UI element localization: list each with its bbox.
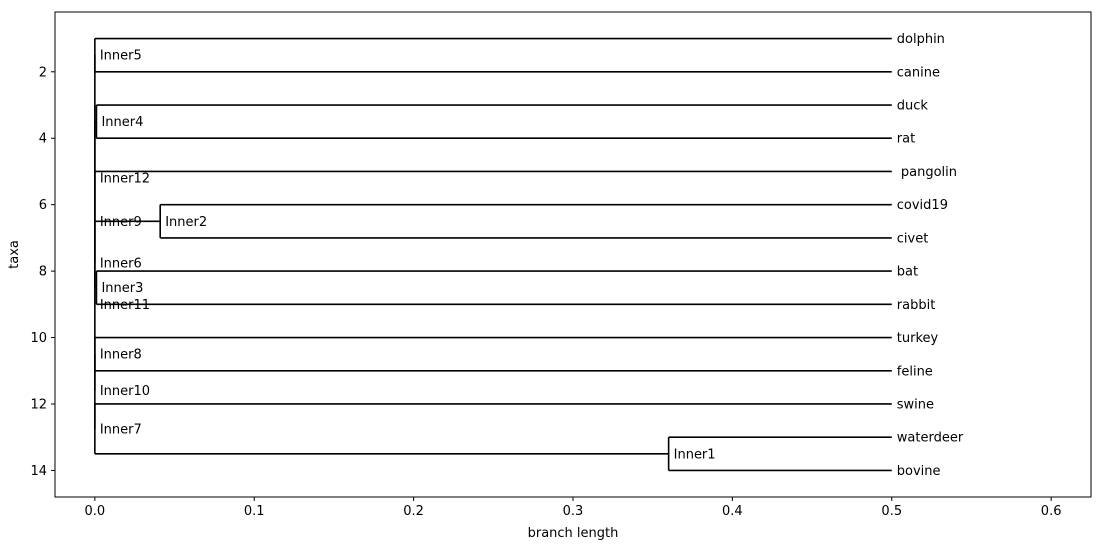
node-label-inner5: Inner5 — [100, 49, 142, 64]
node-label-inner7: Inner7 — [100, 422, 142, 437]
x-axis: 0.0 0.1 0.2 0.3 0.4 0.5 0.6 — [85, 497, 1062, 519]
node-labels: Inner5 Inner4 Inner2 Inner9 Inner3 Inner6 Inne… — [100, 49, 716, 463]
y-tick-label-0: 2 — [39, 65, 47, 80]
x-tick-label-3: 0.3 — [563, 504, 584, 519]
leaf-label-swine: swine — [897, 397, 934, 412]
branch-lines — [94, 37, 892, 472]
y-tick-label-2: 6 — [39, 198, 47, 213]
y-tick-label-3: 8 — [39, 265, 47, 280]
x-tick-label-0: 0.0 — [85, 504, 106, 519]
leaf-label-canine: canine — [897, 65, 940, 80]
node-label-inner12: Inner12 — [100, 172, 150, 187]
leaf-label-bovine: bovine — [897, 464, 941, 479]
leaf-label-feline: feline — [897, 364, 933, 379]
node-label-inner3: Inner3 — [101, 281, 143, 296]
x-tick-label-4: 0.4 — [722, 504, 743, 519]
y-tick-label-5: 12 — [30, 397, 47, 412]
x-tick-label-2: 0.2 — [403, 504, 424, 519]
node-label-inner11: Inner11 — [100, 298, 150, 313]
node-label-inner1: Inner1 — [674, 447, 716, 462]
leaf-label-rabbit: rabbit — [897, 298, 936, 313]
node-label-inner2: Inner2 — [165, 215, 207, 230]
node-label-inner8: Inner8 — [100, 348, 142, 363]
y-axis: 2 4 6 8 10 12 14 — [30, 65, 55, 479]
leaf-label-covid19: covid19 — [897, 198, 948, 213]
leaf-label-civet: civet — [897, 231, 929, 246]
leaf-label-bat: bat — [897, 265, 918, 280]
x-tick-label-1: 0.1 — [244, 504, 265, 519]
node-label-inner9: Inner9 — [100, 215, 142, 230]
x-tick-label-6: 0.6 — [1041, 504, 1062, 519]
leaf-label-turkey: turkey — [897, 331, 939, 346]
leaf-label-rat: rat — [897, 132, 915, 147]
y-tick-label-1: 4 — [39, 132, 47, 147]
leaf-label-duck: duck — [897, 99, 929, 114]
x-tick-label-5: 0.5 — [881, 504, 902, 519]
node-label-inner6: Inner6 — [100, 256, 142, 271]
leaf-label-pangolin: pangolin — [897, 165, 957, 180]
x-axis-label: branch length — [528, 526, 619, 541]
y-tick-label-4: 10 — [30, 331, 47, 346]
node-label-inner10: Inner10 — [100, 384, 150, 399]
leaf-label-dolphin: dolphin — [897, 32, 945, 47]
y-axis-label: taxa — [7, 240, 22, 269]
node-label-inner4: Inner4 — [101, 115, 143, 130]
y-tick-label-6: 14 — [30, 464, 47, 479]
leaf-labels: dolphin canine duck rat pangolin covid19 cive… — [897, 32, 964, 479]
plot-frame — [54, 11, 1092, 498]
leaf-label-waterdeer: waterdeer — [897, 431, 964, 446]
